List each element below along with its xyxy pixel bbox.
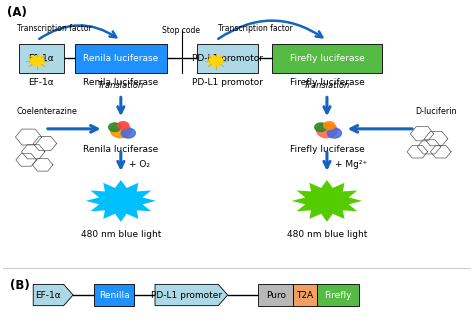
Text: + O₂: + O₂ <box>129 161 150 169</box>
Text: Coelenterazine: Coelenterazine <box>17 107 78 116</box>
Text: Firefly: Firefly <box>324 290 351 299</box>
Circle shape <box>324 122 335 130</box>
Text: Renila luciferase: Renila luciferase <box>83 54 159 63</box>
FancyBboxPatch shape <box>293 284 317 306</box>
Polygon shape <box>86 180 156 222</box>
Circle shape <box>121 128 136 138</box>
FancyBboxPatch shape <box>272 44 382 73</box>
FancyBboxPatch shape <box>19 44 64 73</box>
Text: Renila luciferase: Renila luciferase <box>83 78 158 87</box>
FancyBboxPatch shape <box>75 44 167 73</box>
Text: EF-1α: EF-1α <box>28 54 55 63</box>
Circle shape <box>30 56 44 66</box>
Text: 480 nm blue light: 480 nm blue light <box>81 230 161 239</box>
Text: PD-L1 promotor: PD-L1 promotor <box>192 78 263 87</box>
Text: Renila luciferase: Renila luciferase <box>83 145 158 154</box>
Text: D-luciferin: D-luciferin <box>415 107 456 116</box>
Text: Firefly luciferase: Firefly luciferase <box>290 78 365 87</box>
Text: PD-L1 promoter: PD-L1 promoter <box>151 290 222 299</box>
Text: Translation: Translation <box>98 81 144 90</box>
Text: Transcription factor: Transcription factor <box>218 24 293 33</box>
Text: PD-L1 promotor: PD-L1 promotor <box>192 54 263 63</box>
Text: Puro: Puro <box>265 290 286 299</box>
FancyBboxPatch shape <box>94 284 134 306</box>
Text: Firefly luciferase: Firefly luciferase <box>290 54 365 63</box>
Polygon shape <box>155 284 228 306</box>
Circle shape <box>317 123 337 138</box>
Polygon shape <box>33 284 73 306</box>
FancyBboxPatch shape <box>258 284 293 306</box>
Circle shape <box>109 123 121 132</box>
Text: Firefly luciferase: Firefly luciferase <box>290 145 365 154</box>
Circle shape <box>328 128 341 138</box>
Text: Renilla: Renilla <box>99 290 129 299</box>
Text: Stop code: Stop code <box>162 26 200 35</box>
Text: (A): (A) <box>8 6 27 19</box>
Text: EF-1α: EF-1α <box>36 290 61 299</box>
Text: + Mg²⁺: + Mg²⁺ <box>336 161 368 169</box>
Text: EF-1α: EF-1α <box>28 78 54 87</box>
Circle shape <box>315 123 327 132</box>
Text: Translation: Translation <box>304 81 350 90</box>
Text: (B): (B) <box>10 279 29 292</box>
Circle shape <box>110 123 131 138</box>
Circle shape <box>209 56 223 66</box>
Circle shape <box>118 122 129 130</box>
Polygon shape <box>292 180 362 222</box>
FancyBboxPatch shape <box>197 44 258 73</box>
Text: 480 nm blue light: 480 nm blue light <box>287 230 367 239</box>
Text: T2A: T2A <box>296 290 313 299</box>
Text: Transcription factor: Transcription factor <box>17 24 91 33</box>
FancyBboxPatch shape <box>317 284 359 306</box>
